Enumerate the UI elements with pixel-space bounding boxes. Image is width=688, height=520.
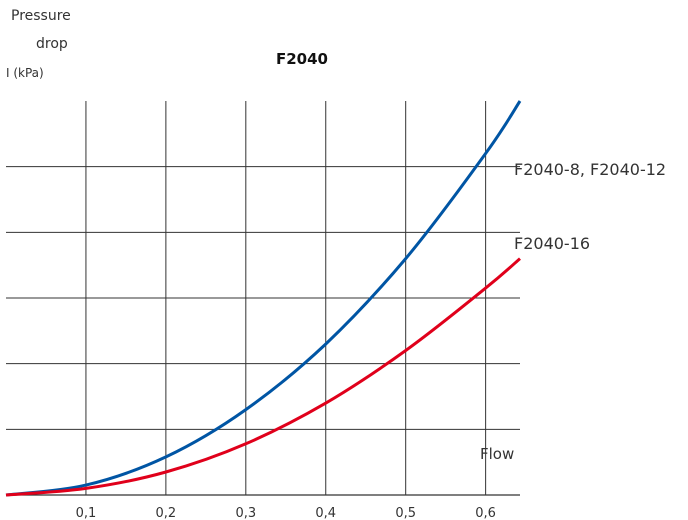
series-label-2: F2040-16 — [514, 234, 590, 253]
series-line-2 — [5, 257, 521, 497]
series-label-1: F2040-8, F2040-12 — [514, 160, 666, 179]
x-tick-labels: 0,1 0,2 0,3 0,4 0,5 0,6 — [76, 506, 496, 520]
x-axis-label: Flow — [480, 445, 514, 463]
x-tick-label: 0,4 — [315, 506, 336, 520]
x-tick-label: 0,2 — [156, 506, 177, 520]
labels-layer: F2040-8, F2040-12 F2040-16 Flow — [480, 160, 666, 463]
x-tick-label: 0,5 — [395, 506, 416, 520]
y-axis-label-line-1: Pressure — [11, 8, 71, 24]
y-axis-unit: I (kPa) — [6, 66, 44, 80]
grid — [6, 101, 520, 496]
x-tick-label: 0,6 — [475, 506, 496, 520]
x-tick-label: 0,3 — [235, 506, 256, 520]
series-layer — [5, 100, 522, 497]
series-line-1 — [5, 100, 522, 497]
chart-title: F2040 — [276, 50, 328, 68]
y-axis-label-line-2: drop — [36, 36, 68, 52]
x-tick-label: 0,1 — [76, 506, 97, 520]
